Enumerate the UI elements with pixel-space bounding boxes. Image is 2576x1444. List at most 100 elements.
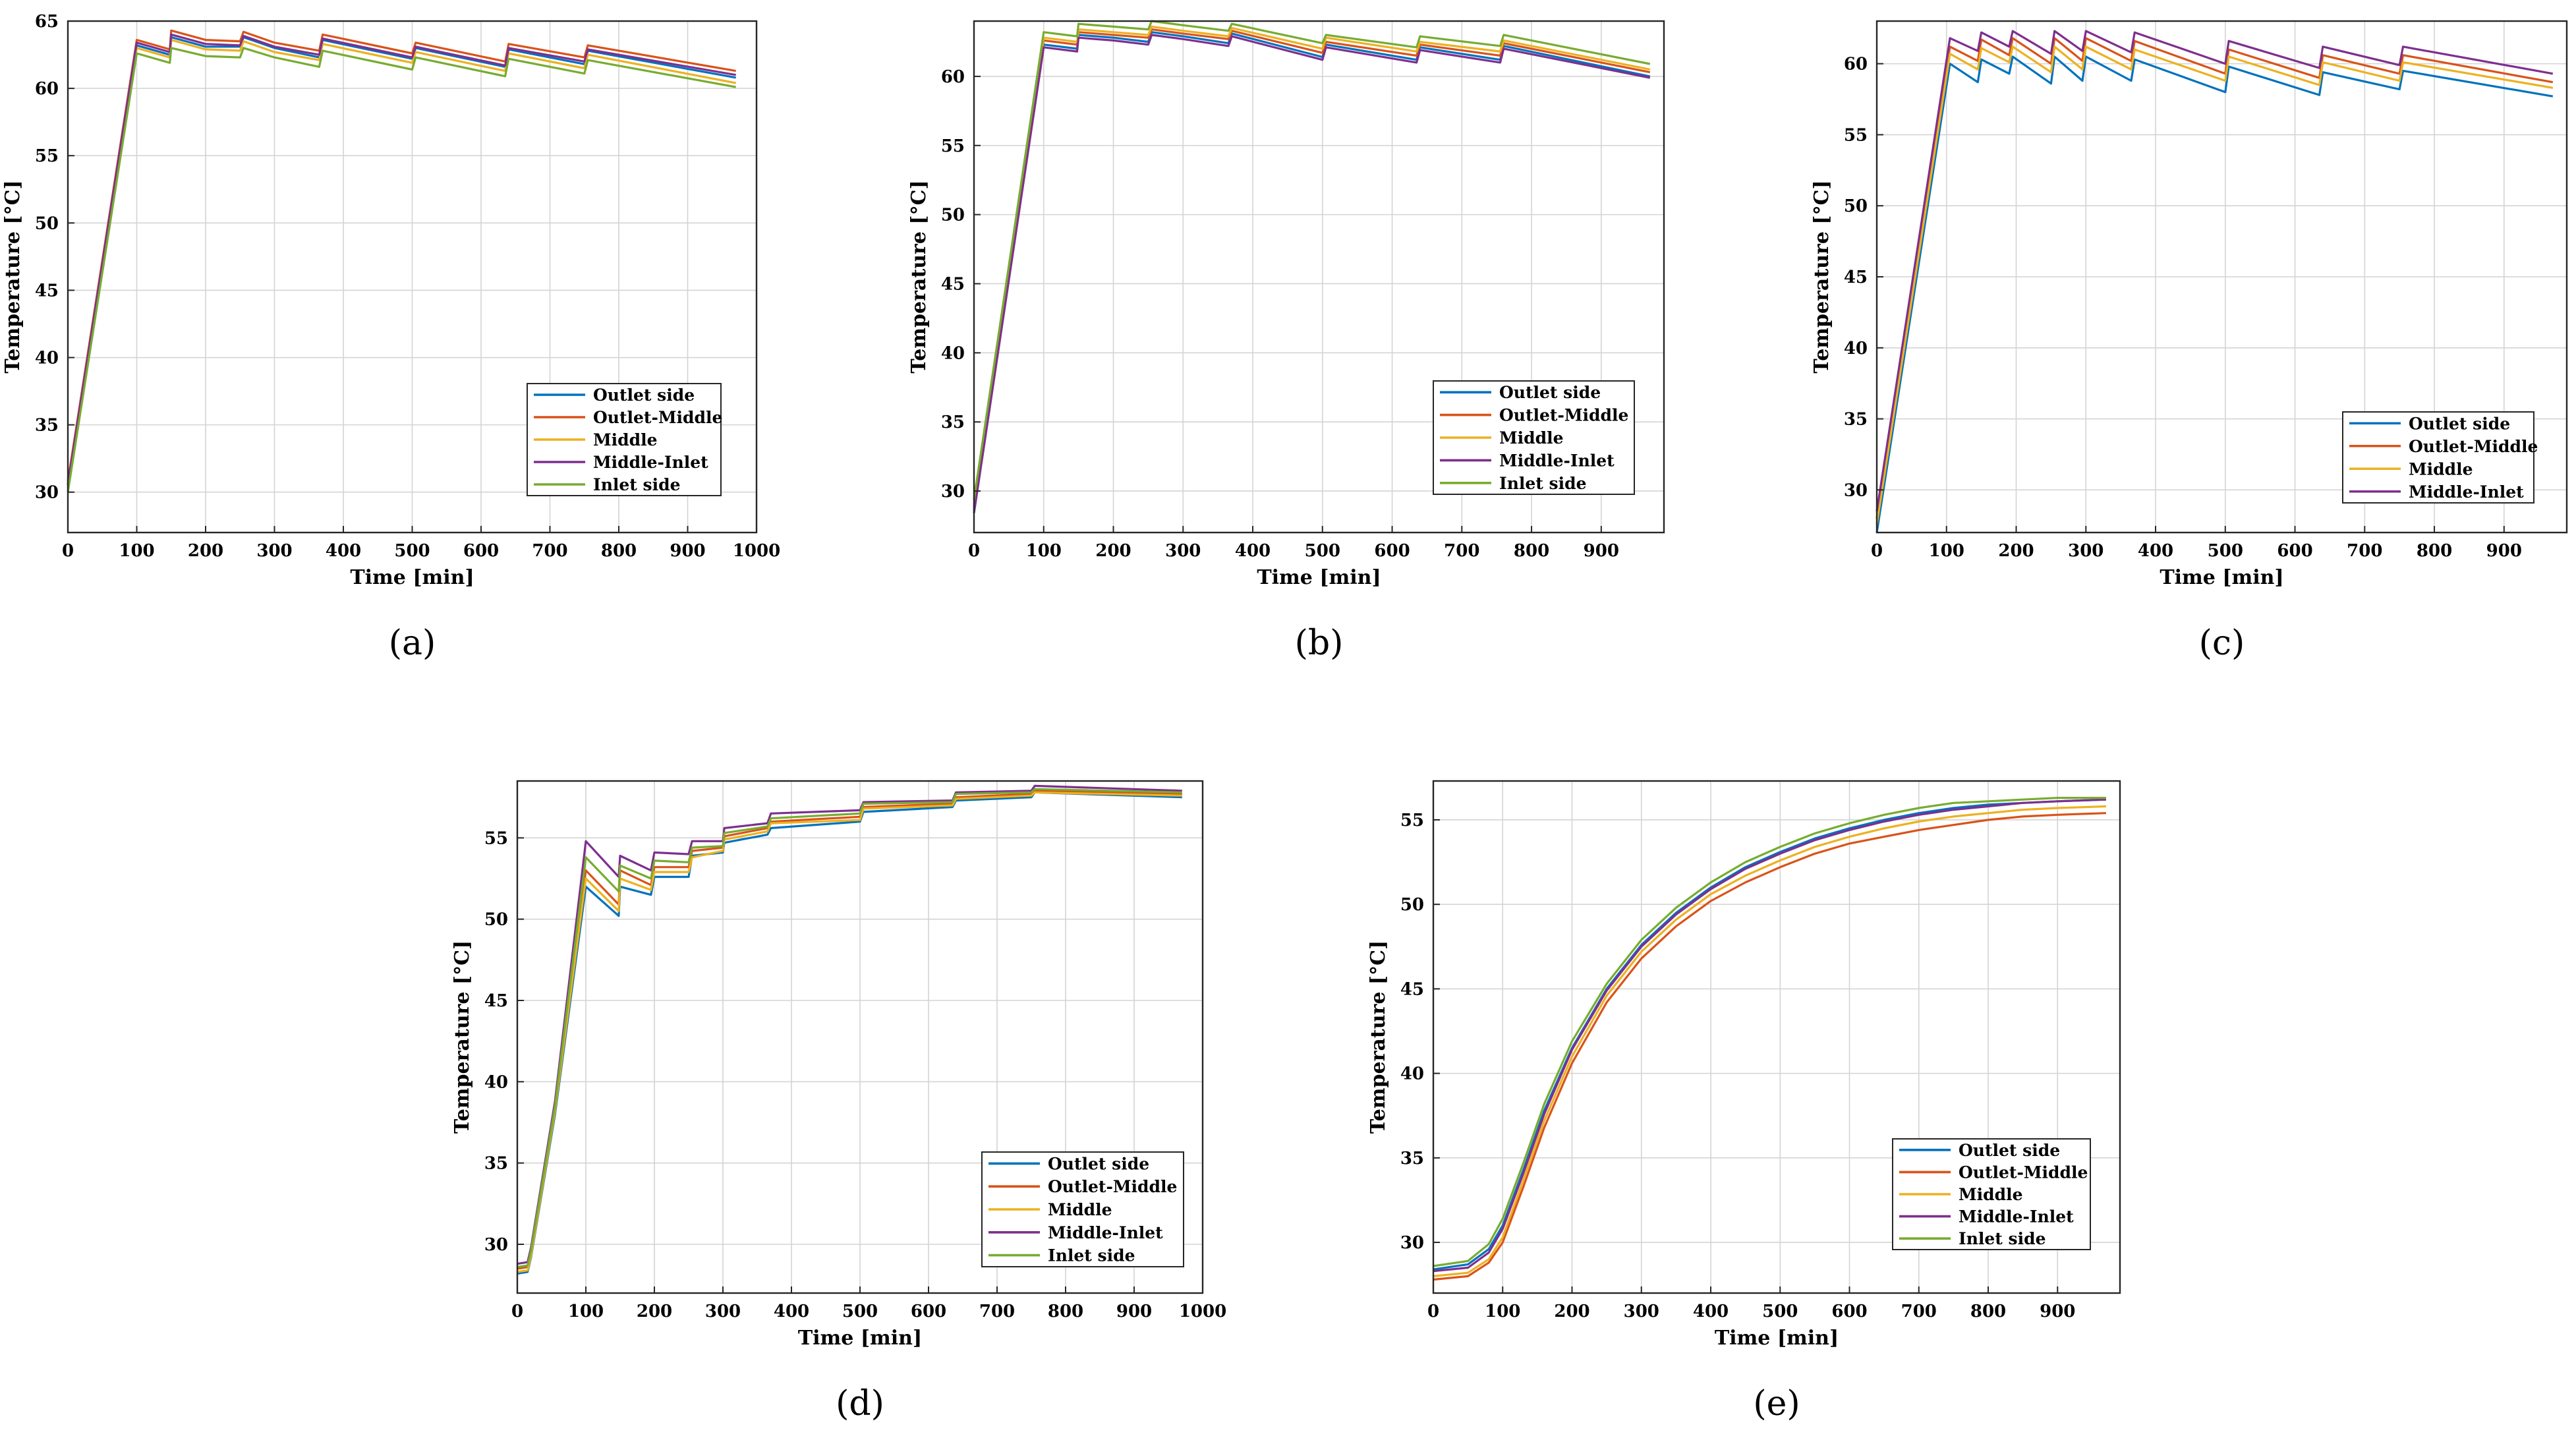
x-tick-label: 400 (774, 1302, 809, 1321)
series-line-middle-inlet (973, 34, 1651, 513)
y-tick-label: 50 (484, 910, 508, 930)
series-line-outlet-middle (1433, 812, 2106, 1281)
y-tick-label: 45 (35, 281, 59, 301)
series-line-outlet-side (1433, 798, 2106, 1271)
y-axis-label: Temperature [°C] (451, 940, 474, 1134)
legend-label: Outlet side (1959, 1141, 2060, 1160)
legend-label: Middle-Inlet (593, 453, 708, 472)
y-tick-label: 30 (1844, 480, 1868, 500)
series-line-inlet-side (67, 47, 736, 492)
chart-panel-a: 0 100 200 300 400 500 600 700 800 900 1000 30 35 40 45… (1, 12, 780, 663)
legend-label: Middle (2409, 459, 2473, 478)
legend-label: Outlet-Middle (593, 408, 722, 427)
chart-panel-c: 0 100 200 300 400 500 600 700 800 900 30 35 40 45 50 55… (1810, 20, 2568, 663)
x-tick-label: 900 (2040, 1302, 2075, 1321)
legend-label: Outlet-Middle (1959, 1163, 2088, 1182)
legend-label: Outlet side (593, 386, 695, 405)
chart-panel-d: 0 100 200 300 400 500 600 700 800 900 1000 30 35 40 45… (451, 780, 1226, 1424)
x-tick-label: 300 (705, 1302, 741, 1321)
y-tick-label: 40 (1844, 339, 1868, 359)
panel-caption: (c) (2199, 623, 2245, 663)
x-tick-label: 0 (968, 541, 980, 561)
x-tick-label: 600 (911, 1302, 946, 1321)
x-tick-label: 0 (62, 541, 74, 561)
x-axis-label: Time [min] (350, 566, 474, 589)
x-axis-label: Time [min] (1257, 566, 1381, 589)
y-axis-label: Temperature [°C] (907, 180, 930, 373)
axes-frame (973, 20, 1665, 534)
legend-label: Inlet side (1959, 1229, 2046, 1248)
y-tick-label: 55 (1400, 811, 1424, 830)
y-axis-label: Temperature [°C] (1, 180, 24, 373)
series-line-inlet-side (1433, 796, 2106, 1267)
x-tick-label: 800 (2417, 541, 2452, 561)
panel-caption: (b) (1295, 623, 1344, 663)
x-tick-label: 0 (1427, 1302, 1439, 1321)
x-tick-label: 200 (188, 541, 223, 561)
y-tick-label: 35 (941, 413, 965, 432)
y-tick-label: 45 (1400, 979, 1424, 999)
legend-label: Outlet-Middle (2409, 437, 2538, 456)
x-tick-label: 400 (326, 541, 361, 561)
y-axis-label: Temperature [°C] (1810, 180, 1833, 373)
x-tick-label: 100 (1485, 1302, 1520, 1321)
series-line-outlet-middle (1875, 37, 2554, 519)
x-tick-label: 500 (2208, 541, 2243, 561)
y-tick-label: 35 (484, 1154, 508, 1174)
legend: Outlet side Outlet-Middle Middle Middle-Inl… (1433, 380, 1635, 495)
y-tick-label: 45 (941, 274, 965, 294)
x-tick-label: 1000 (733, 541, 780, 561)
panel-caption: (e) (1753, 1384, 1800, 1424)
legend-label: Middle-Inlet (1499, 451, 1615, 470)
x-tick-label: 700 (1444, 541, 1479, 561)
y-tick-label: 65 (35, 12, 59, 32)
legend-label: Middle (593, 430, 658, 449)
legend-label: Inlet side (1048, 1246, 1135, 1265)
x-tick-label: 300 (256, 541, 292, 561)
y-tick-label: 50 (35, 214, 59, 233)
x-tick-label: 900 (2486, 541, 2522, 561)
y-tick-label: 40 (484, 1072, 508, 1092)
x-tick-label: 200 (1998, 541, 2034, 561)
y-tick-label: 45 (484, 991, 508, 1011)
y-tick-label: 35 (1400, 1149, 1424, 1169)
legend-label: Middle (1959, 1185, 2023, 1204)
x-tick-label: 700 (979, 1302, 1015, 1321)
legend: Outlet side Outlet-Middle Middle Middle-Inl… (527, 383, 722, 496)
legend-label: Outlet-Middle (1048, 1177, 1177, 1196)
y-tick-label: 45 (1844, 268, 1868, 287)
y-tick-label: 50 (1844, 196, 1868, 216)
x-tick-label: 400 (1235, 541, 1271, 561)
legend-label: Outlet side (1048, 1154, 1149, 1173)
x-tick-label: 500 (1762, 1302, 1798, 1321)
x-tick-label: 700 (532, 541, 567, 561)
x-tick-label: 800 (1970, 1302, 2006, 1321)
y-tick-label: 60 (1844, 55, 1868, 74)
legend-label: Middle (1499, 428, 1564, 448)
x-tick-label: 600 (1374, 541, 1410, 561)
series-line-inlet-side (517, 788, 1182, 1269)
legend-label: Outlet side (1499, 383, 1601, 402)
legend-label: Inlet side (1499, 474, 1586, 493)
x-tick-label: 300 (1165, 541, 1201, 561)
legend: Outlet side Outlet-Middle Middle Middle-Inl… (981, 1151, 1184, 1267)
x-tick-label: 700 (1901, 1302, 1937, 1321)
x-tick-label: 100 (1026, 541, 1062, 561)
y-axis-label: Temperature [°C] (1367, 940, 1390, 1134)
axes-frame (1432, 780, 2121, 1294)
y-tick-label: 35 (35, 416, 59, 436)
y-tick-label: 55 (35, 146, 59, 166)
panel-caption: (d) (836, 1384, 884, 1424)
y-tick-label: 40 (941, 343, 965, 363)
x-tick-label: 600 (1831, 1302, 1867, 1321)
y-tick-label: 50 (1400, 895, 1424, 915)
series-line-middle (517, 791, 1182, 1273)
x-axis-label: Time [min] (798, 1327, 922, 1350)
x-tick-label: 200 (1095, 541, 1131, 561)
y-tick-label: 40 (1400, 1064, 1424, 1084)
legend-label: Middle-Inlet (1048, 1223, 1163, 1242)
x-tick-label: 100 (1929, 541, 1964, 561)
series-line-middle (1875, 45, 2554, 525)
y-tick-label: 55 (484, 828, 508, 848)
x-tick-label: 300 (1624, 1302, 1659, 1321)
